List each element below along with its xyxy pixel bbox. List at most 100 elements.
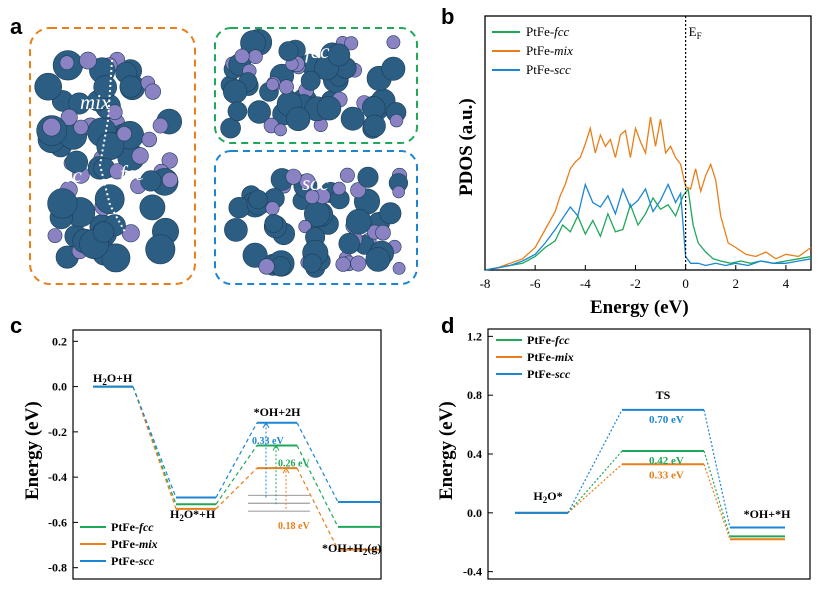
pt-atom: [327, 43, 351, 67]
y-tick-label: 0.8: [467, 388, 482, 402]
legend-italic: scc: [554, 62, 571, 77]
fe-atom: [248, 49, 263, 65]
legend-base: PtFe-: [527, 367, 555, 381]
state-label-rest: (g): [367, 541, 381, 555]
legend-base: PtFe-: [526, 62, 554, 77]
d-y-ticks: 1.2 0.8 0.4 0.0 -0.4: [463, 329, 493, 579]
legend-entry-scc: PtFe-scc: [526, 62, 571, 77]
pt-atom: [381, 56, 406, 81]
legend-italic: mix: [554, 43, 573, 58]
scc-label-left: scc: [55, 163, 82, 187]
y-tick-label: -0.6: [48, 515, 67, 529]
panel-d: d 1.20.80.40.0-0.4 H2O*TS*OH+*H 0.70 eV0…: [436, 313, 811, 580]
pdos-line-fcc: [484, 187, 812, 271]
c-barriers: 0.33 eV 0.26 eV 0.18 eV: [248, 421, 310, 532]
state-label-rest: O+H: [107, 371, 133, 385]
pdos-y-axis-label: PDOS (a.u.): [456, 98, 477, 196]
fe-atom: [116, 126, 132, 142]
legend-italic: scc: [554, 367, 571, 381]
pt-atom: [101, 243, 131, 273]
fe-atom: [392, 185, 406, 199]
scc-structure-frame: [214, 150, 418, 285]
legend-italic: fcc: [139, 520, 154, 534]
fe-atom: [298, 219, 312, 234]
legend-base: PtFe-: [111, 537, 139, 551]
pdos-x-axis-label: Energy (eV): [590, 297, 689, 318]
fe-atom: [141, 131, 158, 148]
pdos-series: [484, 116, 812, 271]
state-label: H2O*+H: [170, 507, 216, 523]
pt-atom: [228, 197, 250, 219]
mix-label: mix: [80, 90, 111, 114]
c-energy-paths: [93, 385, 380, 551]
fcc-label-top: fcc: [305, 39, 330, 63]
y-tick-label: 0.0: [467, 506, 482, 520]
state-label-sub: 2: [102, 377, 107, 387]
pt-atom: [338, 232, 360, 255]
fcc-structure-frame: [214, 27, 418, 144]
fe-atom: [285, 168, 302, 185]
fe-atom: [131, 147, 149, 165]
x-tick-label: -8: [480, 276, 491, 291]
legend-base: PtFe-: [111, 520, 139, 534]
state-label-main: H: [533, 489, 543, 503]
pt-atom: [316, 95, 342, 121]
pt-atom: [223, 79, 248, 104]
barrier-arrowhead-mix: [282, 467, 290, 474]
connector-scc: [567, 409, 623, 514]
panel-letter-b: b: [441, 4, 454, 29]
legend-italic: fcc: [555, 333, 570, 347]
pt-atom: [340, 106, 365, 131]
fe-atom: [162, 171, 179, 188]
pt-atom: [47, 188, 78, 219]
barrier-label-mix: 0.18 eV: [278, 521, 310, 532]
fcc-label-left: fcc: [120, 161, 145, 185]
y-tick-label: -0.4: [463, 565, 482, 579]
legend-base: PtFe-: [527, 350, 555, 364]
y-tick-label: 0.0: [52, 380, 67, 394]
connector-mix: [296, 467, 339, 550]
y-tick-label: 0.4: [467, 447, 482, 461]
fe-atom: [304, 189, 320, 205]
state-label-rest: O*: [547, 489, 562, 503]
fe-atom: [375, 224, 391, 241]
pt-atom: [363, 114, 386, 138]
connector-scc: [132, 386, 177, 498]
connector-fcc: [132, 386, 177, 505]
state-label: *OH+*H: [744, 507, 792, 521]
pt-atom: [119, 75, 142, 98]
pt-atom: [357, 166, 379, 188]
state-label-main: TS: [656, 388, 671, 402]
state-label-main: H: [93, 371, 103, 385]
panel-a: a mix scc fcc fcc scc: [10, 14, 418, 285]
x-tick-label: -4: [580, 276, 591, 291]
pt-atom: [92, 221, 115, 243]
legend-entry-fcc: PtFe-fcc: [526, 24, 570, 39]
y-tick-label: -0.8: [48, 561, 67, 575]
energy-profile-c-frame: [72, 329, 382, 580]
y-tick-label: 1.2: [467, 329, 482, 343]
pt-atom: [94, 184, 125, 215]
x-tick-label: -6: [530, 276, 541, 291]
legend-base: PtFe-: [526, 43, 554, 58]
pdos-plot-frame: [484, 15, 812, 271]
x-tick-label: 2: [733, 276, 740, 291]
c-y-ticks: 0.2 0.0 -0.2 -0.4 -0.6 -0.8: [48, 334, 78, 575]
pdos-line-mix: [484, 116, 812, 271]
ts-label-scc: 0.70 eV: [649, 414, 684, 426]
fe-atom: [274, 123, 287, 137]
state-label-main: H: [170, 507, 180, 521]
legend-italic: mix: [139, 537, 158, 551]
legend-entry-scc: PtFe-scc: [527, 367, 571, 381]
x-tick-label: 0: [682, 276, 689, 291]
fe-atom: [266, 78, 280, 92]
barrier-label-scc: 0.33 eV: [252, 436, 284, 447]
phase-boundary-line: [98, 59, 126, 233]
legend-base: PtFe-: [526, 24, 554, 39]
fe-atom: [152, 117, 169, 134]
legend-italic: mix: [555, 350, 574, 364]
fe-atom: [144, 83, 161, 100]
